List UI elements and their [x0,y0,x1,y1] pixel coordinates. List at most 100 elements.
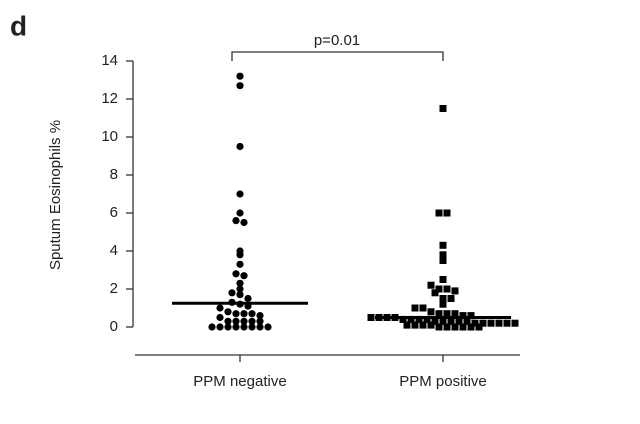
point [236,279,244,287]
point [232,323,240,331]
point [427,308,435,316]
y-tick-label: 2 [110,280,118,297]
point [236,209,244,217]
point [451,310,459,318]
point [427,281,435,289]
point [248,323,256,331]
point [224,317,232,325]
point [224,323,232,331]
point [407,315,415,323]
point [435,310,443,318]
point [435,323,443,331]
point [479,319,487,327]
point [427,321,435,329]
y-tick-label: 6 [110,204,118,221]
point [240,218,248,227]
point [399,315,407,323]
point [447,317,455,325]
point [459,323,467,331]
point [451,323,459,331]
y-tick-label: 8 [110,166,118,183]
point [439,300,447,308]
point [240,317,248,325]
point [431,289,439,297]
point [439,317,447,325]
point [435,209,443,217]
point [236,260,244,268]
point [439,257,447,264]
point [487,319,495,327]
point [411,304,419,312]
point [236,291,244,299]
point [216,304,224,312]
x-tick-label: PPM negative [193,373,286,390]
point [236,285,244,293]
point [511,319,519,327]
point [439,276,447,283]
point [232,270,240,278]
point [216,313,224,322]
point [443,285,451,293]
y-tick-label: 12 [101,90,118,107]
point [248,317,256,325]
point [236,142,244,151]
point [431,317,439,325]
point [232,310,240,318]
y-tick-label: 10 [101,128,118,145]
point [443,323,451,331]
point [236,82,244,90]
point [415,315,423,323]
point [240,323,248,331]
point [256,317,264,325]
y-tick-label: 4 [110,242,118,259]
point [232,217,240,225]
point [459,312,467,320]
point [443,310,451,318]
y-tick-label: 0 [110,318,118,335]
point [439,251,447,259]
point [463,317,471,325]
point [495,319,503,327]
point [228,289,236,297]
point [240,272,248,280]
point [475,323,483,331]
point [236,72,244,80]
point [256,323,264,331]
y-tick-label: 14 [101,52,118,69]
point [439,105,447,112]
point [503,319,511,327]
point [451,287,459,295]
point [224,308,232,316]
annotation: p=0.01 [314,32,360,49]
point [455,317,463,325]
point [240,310,248,318]
point [232,317,240,325]
point [411,321,419,329]
point [208,323,216,331]
point [439,241,447,249]
x-tick-label: PPM positive [399,373,487,390]
point [435,285,443,293]
panel-label: d [10,10,27,41]
point [216,323,224,331]
point [367,314,375,321]
point [471,319,479,327]
point [256,312,264,320]
significance-bracket [231,51,444,61]
point [419,321,427,329]
point [439,295,447,302]
y-axis-label: Sputum Eosinophils % [47,120,64,270]
point [264,323,272,331]
point [419,304,427,312]
point [236,190,244,198]
point [248,310,256,318]
point [443,209,451,217]
point [467,323,475,331]
point [447,295,455,302]
point [403,321,411,329]
point [236,251,244,259]
point [467,312,475,320]
point [244,294,252,303]
point [423,315,431,323]
